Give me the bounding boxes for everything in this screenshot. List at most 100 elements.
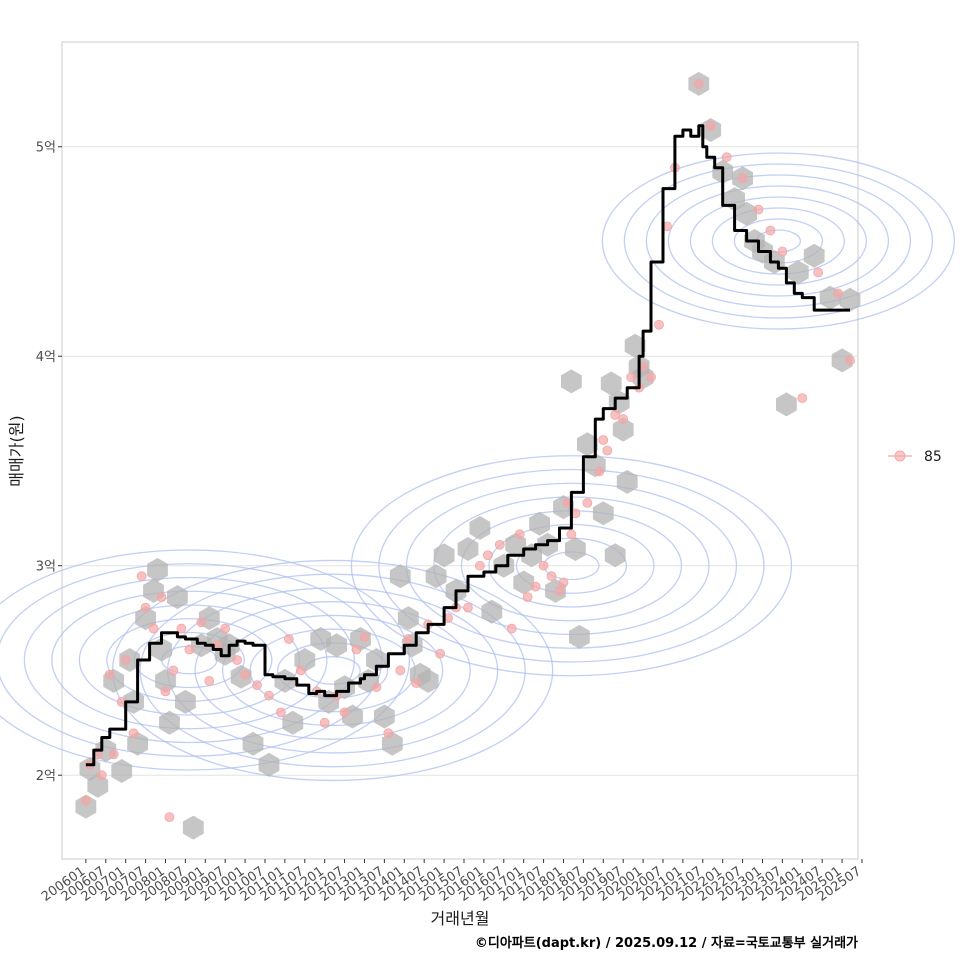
- data-point: [435, 648, 446, 659]
- hexbin-cell: [389, 564, 411, 589]
- data-point: [582, 497, 593, 508]
- contour-ring: [221, 614, 444, 727]
- hexbin-cell: [776, 392, 797, 417]
- contour-ring: [0, 549, 410, 771]
- data-point: [240, 669, 250, 680]
- hexbin-cell: [561, 369, 582, 394]
- hexbin-cell: [787, 260, 809, 285]
- data-point: [626, 372, 637, 383]
- data-point: [705, 120, 716, 131]
- hexbin-cell: [513, 570, 535, 595]
- data-point: [232, 655, 243, 665]
- plot-panel: [61, 41, 859, 860]
- data-point: [602, 445, 613, 456]
- data-point: [252, 680, 262, 691]
- hexbin-cell: [600, 371, 622, 396]
- hexbin-cell: [111, 759, 133, 783]
- hexbin-cell: [167, 585, 188, 610]
- y-axis-ticks: 2억 3억 4억 5억: [36, 141, 62, 784]
- data-point: [546, 571, 557, 582]
- legend-label: 85: [924, 449, 942, 465]
- hexbin-cell: [457, 537, 479, 561]
- hexbin-cell: [175, 689, 196, 714]
- data-point: [136, 571, 147, 582]
- density-contours: [0, 152, 956, 782]
- data-point: [753, 204, 764, 215]
- data-point: [395, 665, 406, 676]
- data-point: [96, 770, 107, 781]
- data-point: [275, 707, 286, 718]
- hexbin-cell: [612, 417, 634, 442]
- data-point: [184, 644, 195, 655]
- data-point: [176, 623, 187, 634]
- hexbin-cell: [577, 432, 598, 457]
- contour-ring: [645, 174, 912, 308]
- data-point: [693, 78, 704, 89]
- contour-ring: [667, 185, 890, 297]
- hexbin-cell: [242, 731, 264, 756]
- y-tick-label: 3억: [36, 560, 56, 575]
- data-point: [80, 795, 91, 806]
- data-point: [530, 581, 541, 592]
- data-point: [168, 665, 179, 676]
- source-caption: ©디아파트(dapt.kr) / 2025.09.12 / 자료=국토교통부 실…: [475, 935, 858, 951]
- data-point: [108, 749, 119, 760]
- data-point: [594, 466, 605, 477]
- data-point: [538, 560, 549, 571]
- data-point: [371, 682, 382, 693]
- data-point: [494, 539, 505, 550]
- hexbin-cell: [803, 243, 825, 268]
- y-tick-label: 2억: [36, 769, 56, 784]
- data-point: [160, 686, 171, 697]
- contour-ring: [711, 207, 846, 275]
- hexbin-cell: [592, 501, 614, 526]
- hexbin-cell: [417, 668, 439, 693]
- data-point: [721, 152, 732, 163]
- hexbin-cell: [624, 333, 646, 358]
- y-tick-label: 4억: [36, 350, 56, 365]
- contour-ring: [623, 163, 934, 319]
- contour-ring: [194, 601, 471, 740]
- hexbin-cell: [397, 606, 419, 631]
- hexbin-cell: [736, 201, 757, 226]
- data-point: [463, 602, 473, 613]
- scatter-points: [80, 78, 855, 823]
- hexbin-cell: [831, 348, 853, 373]
- data-point: [156, 592, 167, 603]
- data-point: [610, 409, 621, 420]
- data-point: [383, 728, 394, 739]
- data-point: [351, 644, 362, 655]
- data-point: [104, 669, 115, 680]
- contour-ring: [689, 196, 868, 286]
- hexbin-cell: [469, 516, 491, 540]
- hexbin-cell: [425, 564, 447, 589]
- data-point: [120, 655, 131, 665]
- hexbin-cell: [147, 557, 168, 582]
- data-point: [295, 665, 306, 676]
- hexbin-cell: [274, 668, 296, 693]
- data-point: [566, 529, 577, 540]
- data-point: [339, 707, 350, 718]
- data-point: [797, 393, 808, 404]
- hexbin-cell: [310, 627, 332, 651]
- data-point: [283, 634, 294, 644]
- contour-ring: [139, 573, 526, 768]
- data-point: [646, 372, 656, 383]
- data-point: [403, 634, 414, 644]
- data-point: [140, 602, 151, 613]
- data-point: [164, 812, 175, 823]
- data-point: [654, 319, 664, 330]
- hexbin-cell: [569, 624, 590, 649]
- data-point: [522, 592, 533, 603]
- data-point: [506, 623, 517, 634]
- moving-average-line: [85, 124, 850, 767]
- hexbin-cell: [481, 599, 503, 624]
- hexbin-cell: [258, 752, 280, 777]
- data-point: [777, 246, 788, 257]
- data-point: [845, 355, 855, 366]
- data-point: [128, 728, 139, 739]
- data-point: [474, 560, 485, 571]
- hexbin-cell: [374, 704, 395, 729]
- data-point: [737, 173, 748, 184]
- hexbin-cell: [565, 537, 586, 561]
